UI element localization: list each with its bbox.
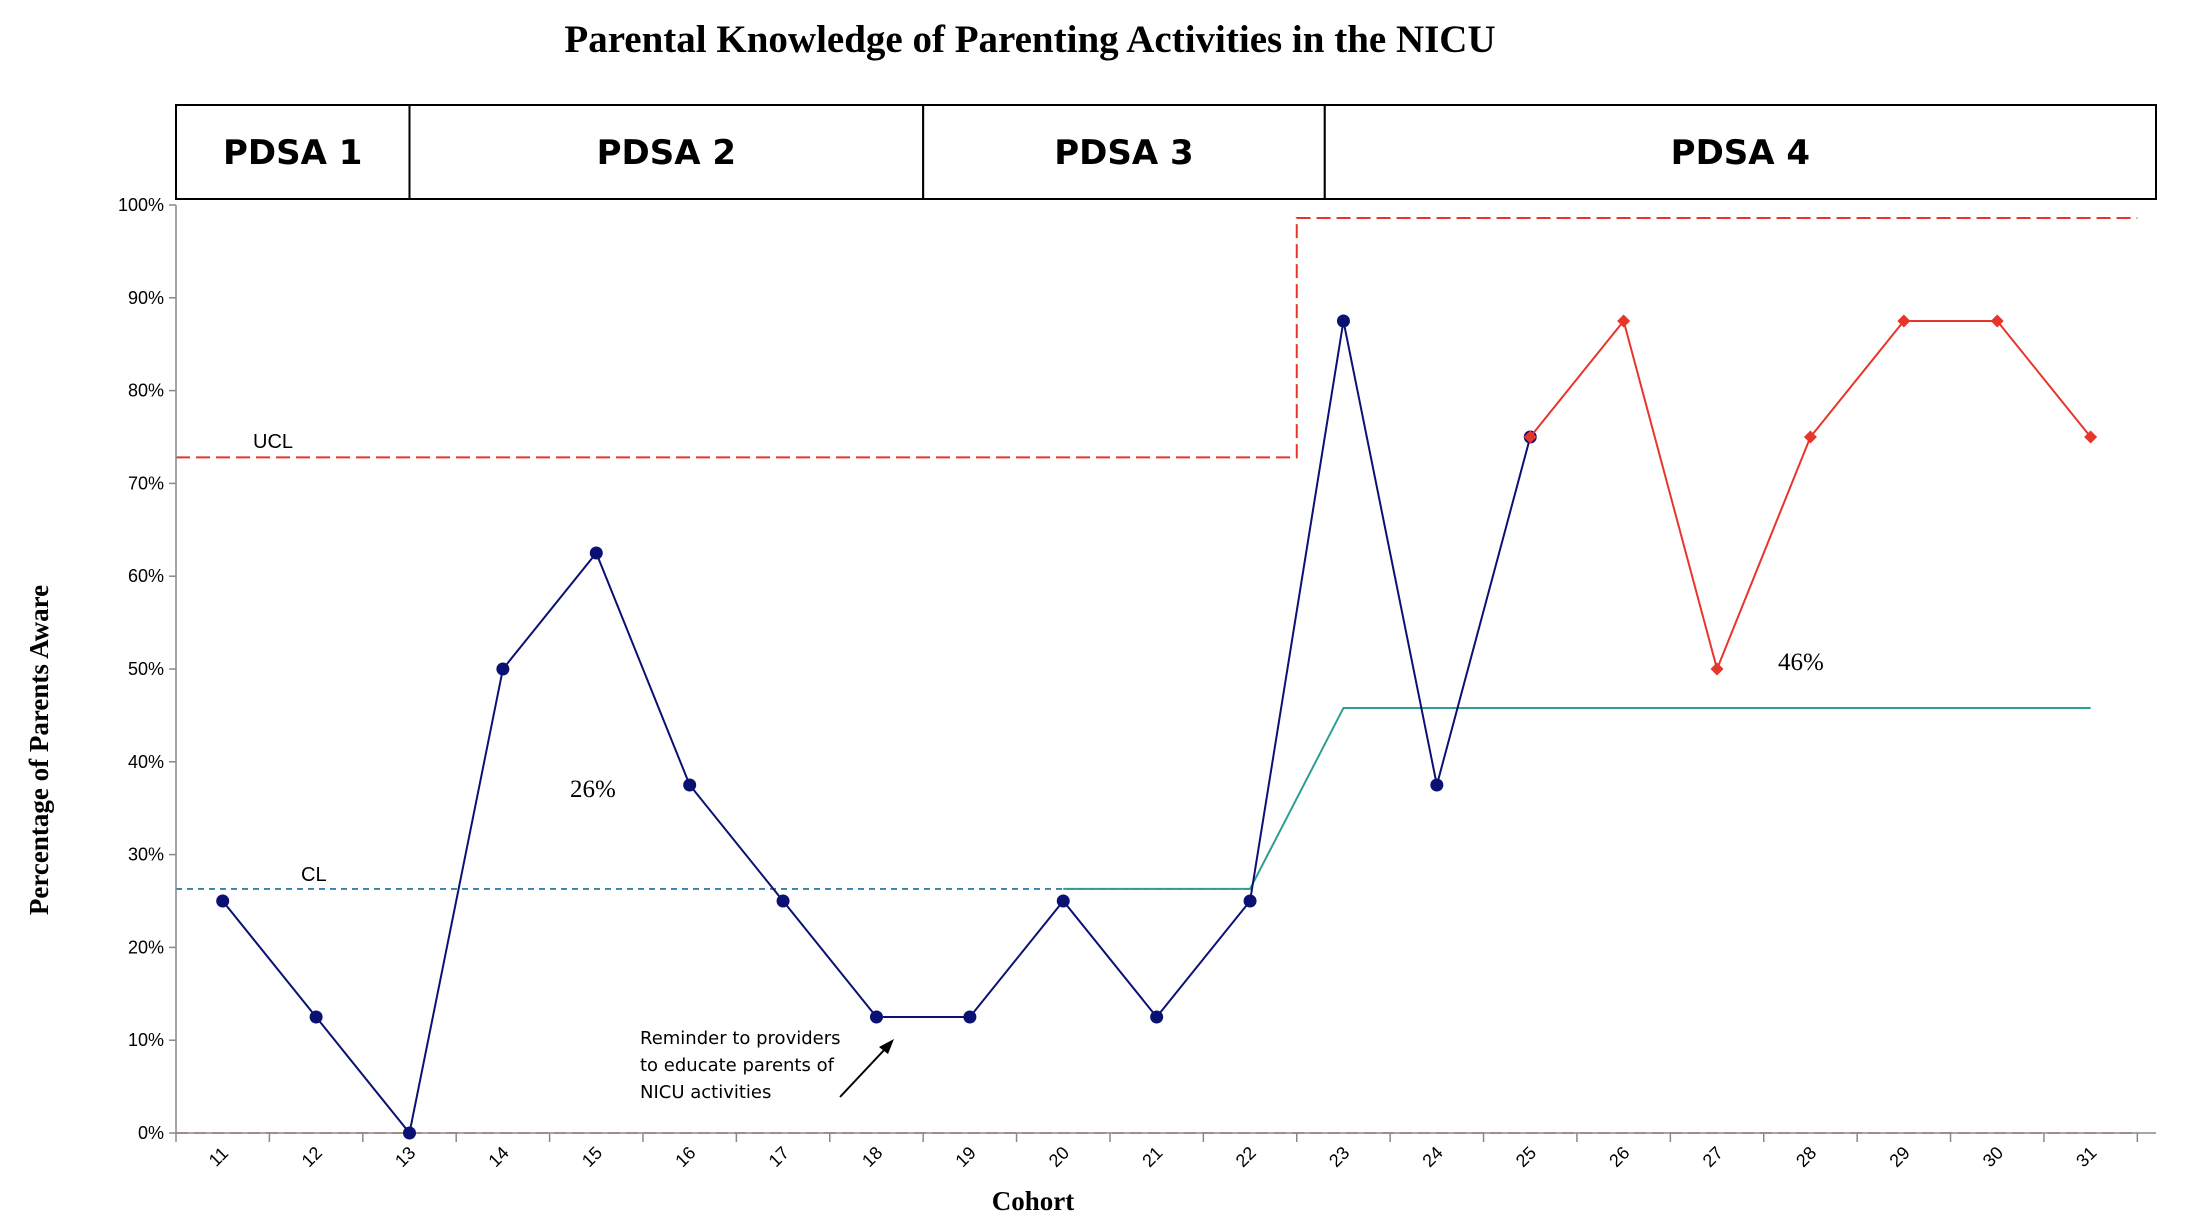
highlight-series-line — [1529, 318, 2092, 673]
x-tick-label: 28 — [1792, 1143, 1820, 1171]
data-point — [1243, 894, 1257, 908]
phase-label-4: PDSA 4 — [1671, 133, 1810, 173]
data-point — [309, 1010, 323, 1024]
x-tick-label: 31 — [2072, 1143, 2100, 1171]
phase-box-1 — [175, 104, 411, 200]
data-point — [1150, 1010, 1164, 1024]
x-tick-label: 29 — [1885, 1143, 1913, 1171]
x-tick-label: 21 — [1138, 1143, 1166, 1171]
baseline-centerline-value: 26% — [570, 776, 616, 803]
x-tick-label: 30 — [1979, 1143, 2007, 1171]
x-tick-label: 23 — [1325, 1143, 1353, 1171]
x-tick-label: 24 — [1418, 1143, 1446, 1171]
data-point — [402, 1126, 416, 1140]
x-tick-label: 19 — [951, 1143, 979, 1171]
data-point — [1056, 894, 1070, 908]
y-tick-label: 50% — [128, 659, 164, 679]
y-tick-label: 60% — [128, 566, 164, 586]
x-tick-label: 17 — [765, 1143, 793, 1171]
data-point — [216, 894, 230, 908]
shifted-centerline-value: 46% — [1778, 649, 1824, 676]
highlight-point — [2084, 430, 2098, 444]
x-tick-label: 25 — [1512, 1143, 1540, 1171]
highlight-point — [1710, 662, 1724, 676]
control-limit-lines — [176, 216, 2138, 1134]
note-line-3: NICU activities — [640, 1082, 771, 1103]
x-tick-label: 22 — [1232, 1143, 1260, 1171]
x-tick-label: 26 — [1605, 1143, 1633, 1171]
y-axis-title: Percentage of Parents Aware — [24, 585, 54, 915]
x-tick-label: 12 — [298, 1143, 326, 1171]
phase-box-4 — [1323, 104, 2157, 200]
axes — [169, 204, 2156, 1142]
data-point — [1336, 314, 1350, 328]
y-tick-label: 0% — [138, 1123, 164, 1143]
pdsa-phase-header: PDSA 1 PDSA 2 PDSA 3 PDSA 4 — [175, 104, 2157, 200]
phase-box-3 — [922, 104, 1326, 200]
note-line-2: to educate parents of — [640, 1055, 835, 1076]
highlight-point — [1523, 430, 1537, 444]
data-point — [589, 546, 603, 560]
x-tick-label: 20 — [1045, 1143, 1073, 1171]
y-tick-label: 40% — [128, 752, 164, 772]
centerline-shifted — [1063, 706, 2091, 890]
phase-label-1: PDSA 1 — [223, 133, 362, 173]
note-arrow-shaft — [839, 1047, 887, 1098]
x-tick-label: 27 — [1699, 1143, 1727, 1171]
y-tick-label: 80% — [128, 381, 164, 401]
y-tick-label: 70% — [128, 473, 164, 493]
x-tick-label: 11 — [205, 1143, 232, 1170]
data-point — [869, 1010, 883, 1024]
data-point — [683, 778, 697, 792]
data-point — [776, 894, 790, 908]
x-tick-label: 15 — [578, 1143, 606, 1171]
note-arrow-head — [879, 1039, 894, 1054]
note-line-1: Reminder to providers — [640, 1028, 841, 1049]
y-tick-labels: 0% 10% 20% 30% 40% 50% 60% 70% 80% 90% 100% — [118, 195, 164, 1143]
y-tick-label: 90% — [128, 288, 164, 308]
x-tick-label: 13 — [391, 1143, 419, 1171]
ucl-line — [176, 216, 2138, 459]
y-tick-label: 20% — [128, 937, 164, 957]
phase-label-2: PDSA 2 — [597, 133, 736, 173]
cl-label: CL — [301, 864, 327, 886]
intervention-note: Reminder to providers to educate parents… — [640, 1028, 894, 1103]
y-tick-label: 100% — [118, 195, 164, 215]
x-tick-label: 18 — [858, 1143, 886, 1171]
x-tick-label: 16 — [671, 1143, 699, 1171]
highlight-point — [1803, 430, 1817, 444]
phase-box-2 — [408, 104, 925, 200]
phase-label-3: PDSA 3 — [1054, 133, 1193, 173]
x-tick-label: 14 — [484, 1143, 512, 1171]
highlight-point — [1897, 314, 1911, 328]
highlight-point — [1617, 314, 1631, 328]
data-point — [963, 1010, 977, 1024]
x-tick-labels: 11 12 13 14 15 16 17 18 19 20 21 22 23 24 25 26 27 28 29 30… — [205, 1143, 2101, 1171]
data-series — [216, 314, 2098, 1140]
y-tick-label: 30% — [128, 845, 164, 865]
ucl-label: UCL — [253, 431, 293, 453]
chart-title: Parental Knowledge of Parenting Activiti… — [564, 18, 1495, 61]
data-point — [1430, 778, 1444, 792]
y-tick-label: 10% — [128, 1030, 164, 1050]
data-point — [496, 662, 510, 676]
x-axis-title: Cohort — [992, 1186, 1075, 1216]
highlight-point — [1990, 314, 2004, 328]
